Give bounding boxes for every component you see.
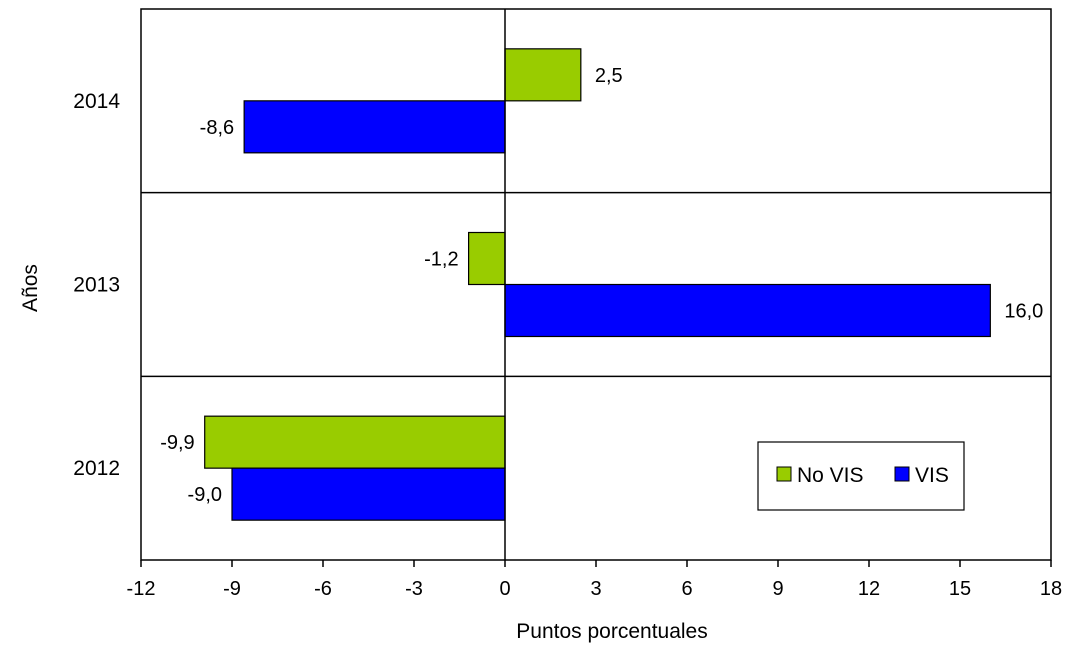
x-tick-label: 12 — [858, 578, 880, 600]
y-category-label-2013: 2013 — [73, 274, 120, 297]
legend-label-vis: VIS — [915, 464, 949, 487]
x-tick-label: -12 — [127, 578, 156, 600]
legend-swatch-no-vis — [776, 466, 792, 482]
data-label-vis-2012: -9,0 — [188, 484, 222, 506]
data-label-no-vis-2014: 2,5 — [595, 65, 623, 87]
y-axis-categories: 2014 2013 2012 — [73, 90, 120, 480]
data-labels: 2,5 -8,6 -1,2 16,0 -9,9 -9,0 — [160, 65, 1043, 506]
x-axis-title: Puntos porcentuales — [516, 620, 707, 643]
bar-vis-2013 — [504, 283, 991, 338]
x-tick-label: -6 — [314, 578, 332, 600]
bars — [204, 48, 991, 521]
x-tick-label: 15 — [949, 578, 971, 600]
data-label-vis-2014: -8,6 — [200, 117, 234, 139]
x-tick-label: 9 — [772, 578, 783, 600]
x-axis-ticks: -12 -9 -6 -3 0 3 6 9 12 15 18 — [127, 560, 1062, 600]
y-category-label-2014: 2014 — [73, 90, 120, 113]
data-label-vis-2013: 16,0 — [1004, 301, 1043, 323]
y-category-label-2012: 2012 — [73, 457, 120, 480]
x-tick-label: -9 — [223, 578, 241, 600]
bar-vis-2014 — [243, 100, 506, 154]
x-tick-label: -3 — [405, 578, 423, 600]
legend-label-no-vis: No VIS — [797, 464, 864, 487]
legend-box — [757, 441, 965, 511]
bar-vis-2012 — [231, 467, 506, 521]
bar-no-vis-2012 — [204, 415, 506, 469]
x-tick-label: 18 — [1040, 578, 1062, 600]
x-tick-label: 6 — [681, 578, 692, 600]
y-axis-title: Años — [19, 264, 42, 312]
data-label-no-vis-2012: -9,9 — [160, 432, 194, 454]
category-separators — [141, 191, 1051, 378]
x-tick-label: 0 — [499, 578, 510, 600]
bar-no-vis-2014 — [504, 48, 582, 102]
x-tick-label: 3 — [590, 578, 601, 600]
bar-no-vis-2013 — [468, 231, 506, 286]
legend-swatch-vis — [894, 466, 910, 482]
legend: No VIS VIS — [757, 441, 965, 511]
data-label-no-vis-2013: -1,2 — [424, 249, 458, 271]
